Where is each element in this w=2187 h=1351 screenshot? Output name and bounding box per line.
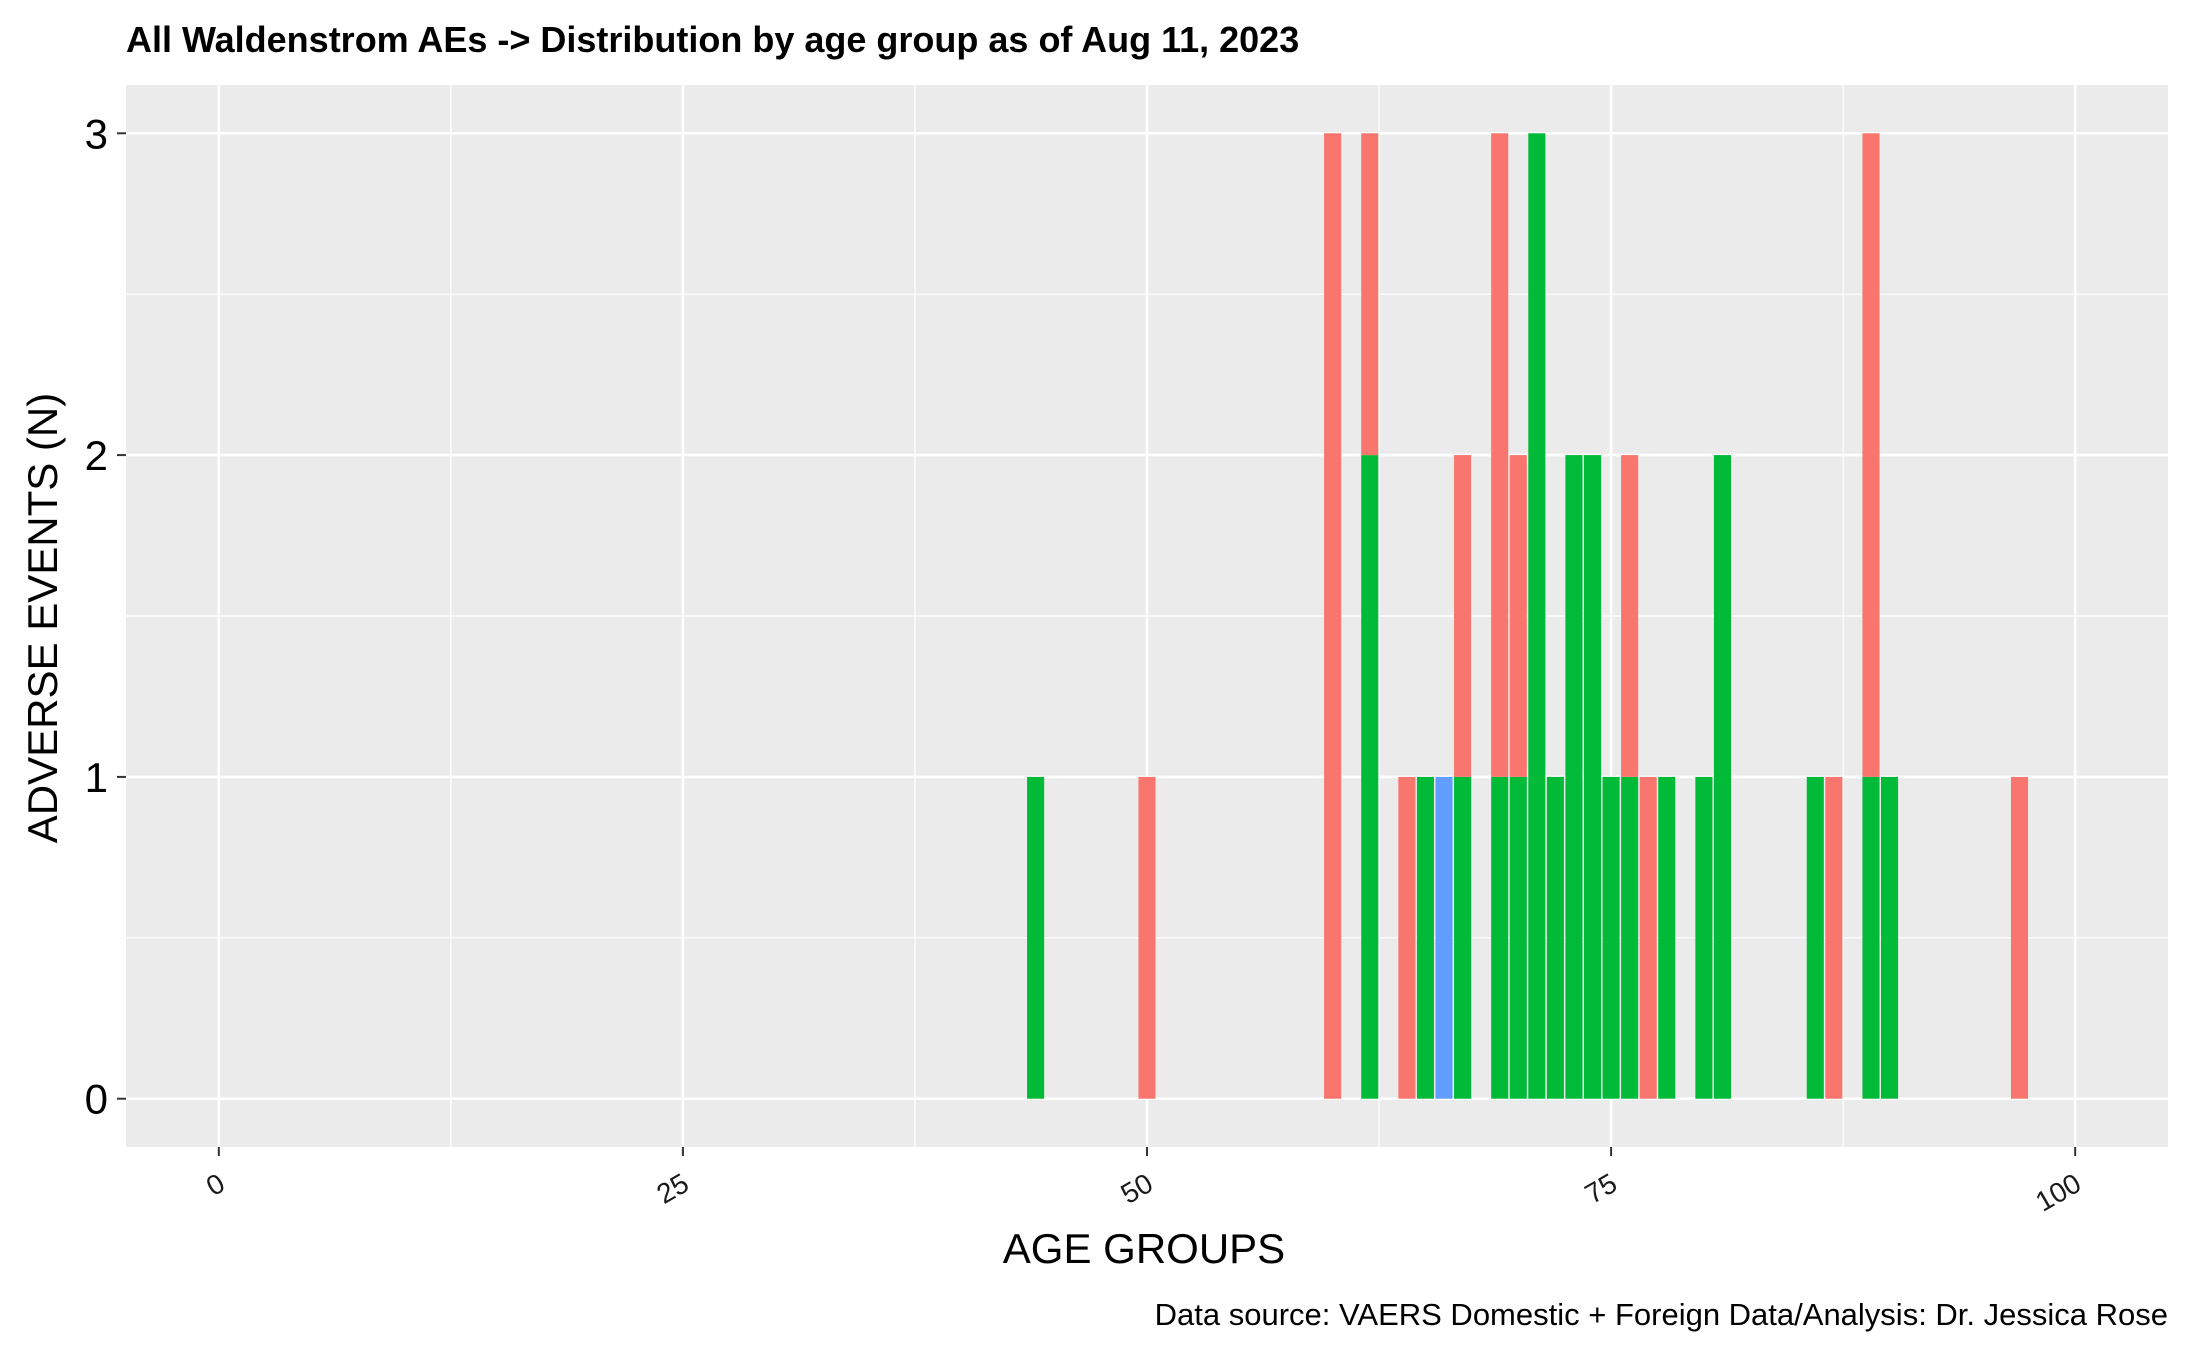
y-tick-label: 2 <box>85 432 108 479</box>
bar <box>1454 455 1472 777</box>
bar <box>1621 455 1639 777</box>
bar <box>1602 776 1620 1099</box>
bar <box>1398 776 1416 1099</box>
data-source-caption: Data source: VAERS Domestic + Foreign Da… <box>1155 1297 2168 1332</box>
bar <box>1416 776 1434 1099</box>
bar <box>1324 133 1342 1099</box>
bar <box>1621 776 1639 1099</box>
bar <box>1881 776 1899 1099</box>
x-axis: 0 25 50 75 100 <box>201 1147 2086 1218</box>
bar <box>1509 455 1527 777</box>
bar <box>1546 776 1564 1099</box>
bar <box>1491 133 1509 777</box>
y-tick-label: 3 <box>85 110 108 157</box>
bar <box>1435 776 1453 1099</box>
x-tick-label: 100 <box>2030 1167 2086 1217</box>
bar <box>1027 776 1045 1099</box>
bar <box>1528 133 1546 1099</box>
bar <box>1713 455 1732 1099</box>
y-tick-label: 1 <box>85 754 108 801</box>
bar <box>1565 455 1583 1099</box>
bar <box>1491 776 1509 1099</box>
bar <box>1639 776 1657 1099</box>
y-axis-label: ADVERSE EVENTS (N) <box>19 393 66 843</box>
bar <box>1361 455 1379 1099</box>
bar <box>1138 776 1156 1099</box>
bar <box>1862 133 1880 777</box>
bar <box>1825 776 1843 1099</box>
bar <box>1806 776 1824 1099</box>
bar <box>1583 455 1602 1099</box>
bar <box>1361 133 1379 456</box>
y-tick-label: 0 <box>85 1076 108 1123</box>
bars <box>1027 133 2029 1099</box>
bar <box>1695 776 1713 1099</box>
y-axis: 0 1 2 3 <box>85 110 126 1123</box>
bar <box>1454 776 1472 1099</box>
x-tick-label: 0 <box>201 1167 230 1202</box>
bar <box>1862 776 1880 1099</box>
x-tick-label: 25 <box>651 1167 693 1209</box>
bar <box>1509 776 1527 1099</box>
x-tick-label: 50 <box>1116 1167 1158 1209</box>
bar <box>1658 776 1676 1099</box>
x-axis-label: AGE GROUPS <box>1003 1225 1285 1272</box>
bar <box>2010 776 2029 1099</box>
chart-title: All Waldenstrom AEs -> Distribution by a… <box>126 19 1299 60</box>
x-tick-label: 75 <box>1580 1167 1622 1209</box>
